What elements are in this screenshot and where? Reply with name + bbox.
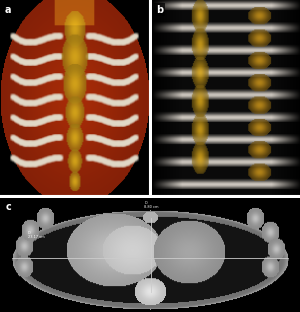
Text: b: b — [156, 5, 163, 15]
Text: D
8.80 cm: D 8.80 cm — [145, 201, 159, 209]
Text: D
23.17 cm: D 23.17 cm — [28, 231, 44, 239]
Text: c: c — [6, 202, 12, 212]
Text: a: a — [4, 5, 11, 15]
